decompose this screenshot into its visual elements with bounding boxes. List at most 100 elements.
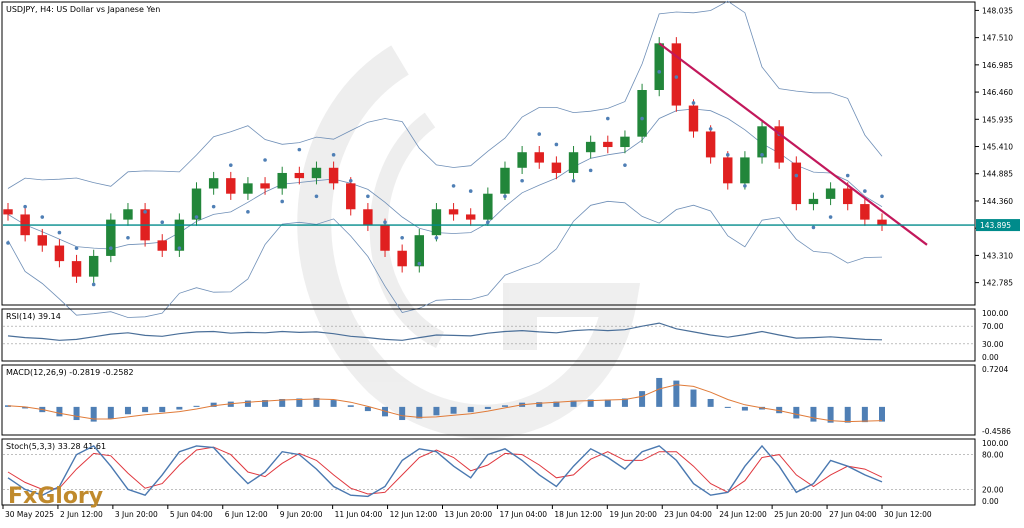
macd-histogram-bar: [467, 406, 474, 413]
candle-body: [723, 157, 733, 184]
candle-body: [208, 178, 219, 189]
candle-body: [877, 219, 887, 225]
macd-level-label: 0.7204: [982, 365, 1008, 374]
time-axis: 30 May 2025 2 Jun 12:00 3 Jun 20:00 5 Jun 0…: [2, 505, 932, 519]
macd-histogram-bar: [73, 406, 80, 421]
time-tick-label: 18 Jun 12:00: [554, 510, 602, 519]
rsi-level-label: 70.00: [982, 322, 1004, 331]
rsi-panel-frame: [1, 308, 976, 362]
macd-histogram-bar: [330, 400, 337, 407]
macd-signal-line: [7, 384, 883, 423]
candle-body: [791, 162, 802, 205]
macd-histogram-bar: [656, 377, 663, 407]
sar-dot: [57, 230, 62, 235]
macd-histogram-bar: [262, 400, 269, 407]
candle-body: [191, 188, 202, 220]
macd-histogram-bar: [244, 400, 251, 407]
candle-body: [808, 198, 819, 205]
price-tick-label: 148.035: [982, 6, 1013, 15]
sar-dot: [606, 116, 610, 121]
sar-dot: [228, 163, 233, 167]
macd-panel-frame: [1, 364, 976, 436]
candle-body: [328, 167, 339, 184]
macd-histogram-bar: [793, 406, 800, 419]
time-tick-label: 2 Jun 12:00: [60, 510, 103, 519]
stoch-level-label: 80.00: [982, 451, 1004, 460]
candle-body: [671, 43, 682, 106]
candle-body: [260, 183, 270, 189]
candle-body: [106, 219, 116, 256]
candle-body: [346, 183, 356, 210]
time-tick-label: 5 Jun 04:00: [170, 510, 213, 519]
macd-histogram-bar: [536, 402, 543, 407]
candle-body: [294, 172, 305, 179]
candle-body: [226, 178, 236, 194]
sar-dot: [554, 142, 559, 147]
candle-body: [88, 255, 99, 277]
bollinger-middle-line: [7, 108, 883, 250]
sar-dot: [331, 153, 336, 157]
candle-body: [774, 126, 784, 163]
current-price-tag: [976, 219, 1020, 232]
candle-body: [157, 240, 167, 251]
sar-dot: [571, 178, 576, 183]
price-tick-label: 146.460: [982, 88, 1013, 97]
macd-histogram-bar: [347, 405, 354, 407]
brand-logo: FxGlory: [8, 484, 103, 509]
candle-body: [174, 219, 185, 251]
candle-body: [243, 183, 253, 194]
sar-dot: [160, 220, 165, 225]
price-tick-label: 145.935: [982, 115, 1013, 124]
macd-histogram-bar: [176, 406, 183, 410]
sar-dot: [811, 225, 816, 230]
candle-body: [860, 204, 870, 220]
sar-dot: [588, 168, 593, 173]
sar-dot: [503, 194, 507, 199]
candle-body: [123, 209, 133, 220]
macd-histogram-bar: [210, 402, 217, 407]
price-tick-label: 143.310: [982, 251, 1013, 260]
sar-dot: [640, 116, 644, 121]
sar-dot: [383, 220, 387, 225]
macd-panel: MACD(12,26,9) -0.2819 -0.2582 0.7204 -0.4…: [1, 364, 1011, 436]
candle-body: [688, 105, 699, 132]
sar-dot: [657, 70, 662, 74]
time-tick-label: 13 Jun 20:00: [445, 510, 493, 519]
macd-histogram-bar: [604, 399, 611, 407]
macd-histogram-bar: [90, 406, 97, 422]
macd-histogram-bar: [124, 406, 131, 415]
time-tick-label: 27 Jun 04:00: [829, 510, 877, 519]
sar-dot: [863, 189, 867, 193]
sar-dot: [760, 153, 764, 157]
time-tick-label: 19 Jun 20:00: [609, 510, 657, 519]
candle-body: [311, 167, 322, 179]
candle-body: [483, 193, 493, 220]
sar-dot: [194, 215, 199, 219]
time-tick-label: 30 Jun 12:00: [884, 510, 932, 519]
sar-dot: [280, 199, 284, 204]
sar-dot: [880, 194, 884, 199]
current-price-tag-label: 143.895: [980, 221, 1011, 230]
macd-histogram-bar: [501, 405, 508, 407]
sar-dot: [246, 210, 250, 214]
sar-dot: [520, 178, 524, 183]
rsi-panel: RSI(14) 39.14 100.00 70.00 30.00 0.00: [1, 308, 1008, 362]
candle-body: [551, 162, 562, 173]
sar-dot: [74, 246, 79, 250]
price-tick-label: 144.360: [982, 197, 1013, 206]
sar-dot: [143, 210, 147, 214]
sar-dot: [708, 127, 713, 131]
sar-dot: [691, 101, 696, 105]
candle-body: [568, 152, 579, 173]
stoch-main-line: [7, 444, 883, 498]
rsi-level-label: 30.00: [982, 340, 1004, 349]
macd-histogram-bar: [553, 401, 560, 407]
candle-body: [397, 250, 407, 267]
sar-dot: [297, 147, 302, 152]
macd-histogram-bar: [570, 400, 577, 407]
macd-histogram-bar: [639, 391, 646, 407]
candle-body: [620, 136, 630, 148]
macd-histogram-bar: [450, 406, 457, 414]
macd-histogram-bar: [621, 398, 628, 407]
candle-body: [277, 172, 287, 189]
